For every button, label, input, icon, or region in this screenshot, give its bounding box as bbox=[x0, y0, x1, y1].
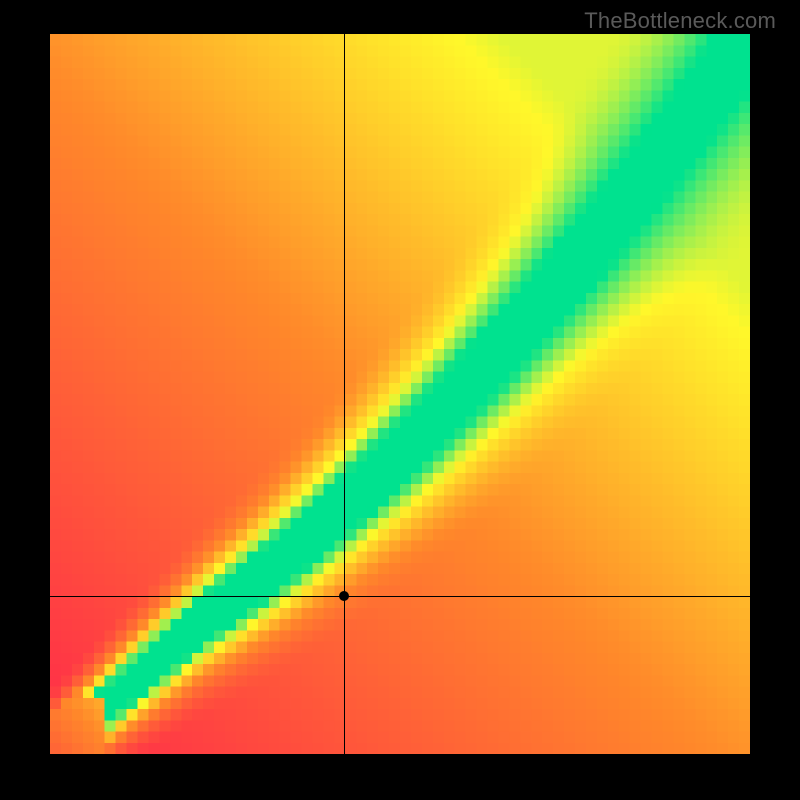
bottleneck-heatmap bbox=[50, 34, 750, 754]
heatmap-canvas bbox=[50, 34, 750, 754]
crosshair-horizontal bbox=[50, 596, 750, 597]
crosshair-point bbox=[339, 591, 349, 601]
crosshair-vertical bbox=[344, 34, 345, 754]
watermark-text: TheBottleneck.com bbox=[584, 8, 776, 34]
